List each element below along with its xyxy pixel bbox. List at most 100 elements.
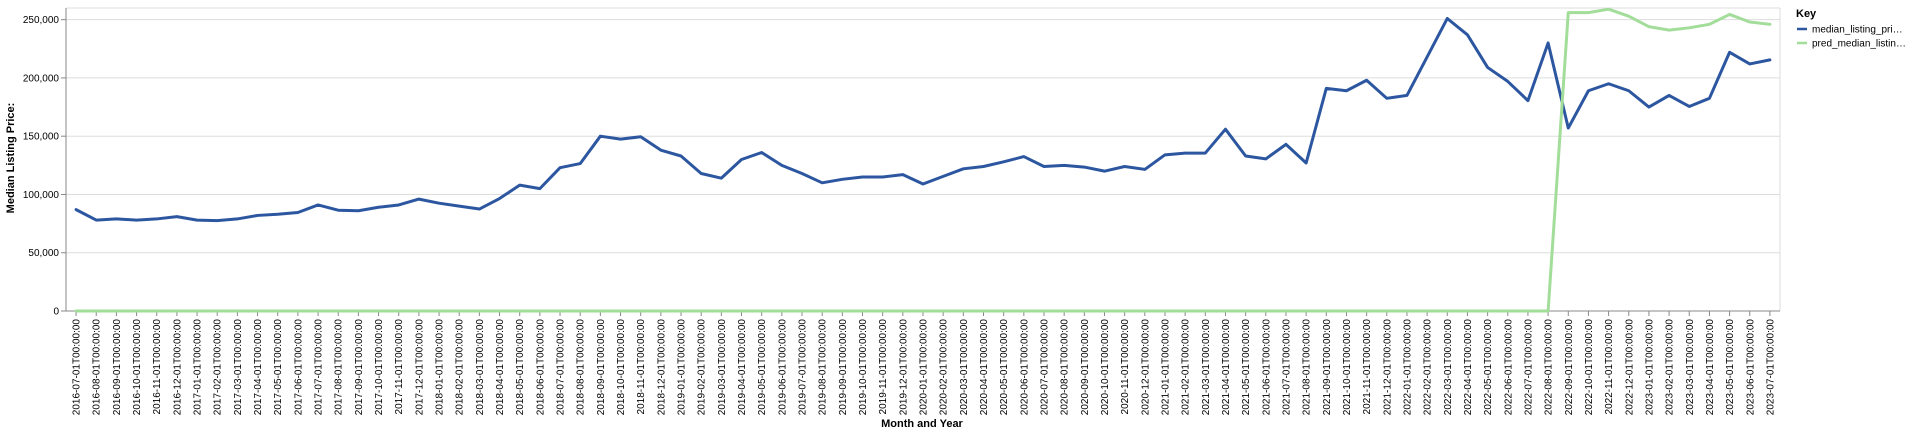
x-tick-label: 2017-11-01T00:00:00 [394,319,405,415]
y-tick-label: 200,000 [23,73,60,84]
x-tick-label: 2018-05-01T00:00:00 [515,319,526,416]
x-tick-label: 2019-05-01T00:00:00 [757,319,768,416]
x-tick-label: 2020-03-01T00:00:00 [959,319,970,416]
x-tick-label: 2019-08-01T00:00:00 [818,319,829,416]
x-tick-label: 2017-02-01T00:00:00 [213,319,224,416]
x-tick-label: 2020-02-01T00:00:00 [939,319,950,416]
x-tick-label: 2018-12-01T00:00:00 [656,319,667,416]
x-tick-label: 2016-08-01T00:00:00 [92,319,103,416]
x-tick-label: 2021-02-01T00:00:00 [1181,319,1192,416]
x-tick-label: 2020-07-01T00:00:00 [1039,319,1050,416]
x-tick-label: 2018-07-01T00:00:00 [556,319,567,416]
y-tick-label: 50,000 [28,248,59,259]
series-line-2 [74,7,1772,313]
x-tick-label: 2020-12-01T00:00:00 [1140,319,1151,416]
y-tick-label: 100,000 [23,190,60,201]
x-tick-label: 2017-03-01T00:00:00 [233,319,244,416]
x-tick-label: 2018-03-01T00:00:00 [475,319,486,416]
x-tick-label: 2017-07-01T00:00:00 [314,319,325,416]
y-tick-label: 0 [53,307,59,318]
x-tick-label: 2017-01-01T00:00:00 [193,319,204,416]
x-tick-label: 2022-04-01T00:00:00 [1463,319,1474,416]
x-tick-label: 2021-08-01T00:00:00 [1302,319,1313,416]
x-tick-label: 2022-07-01T00:00:00 [1523,319,1534,416]
x-tick-label: 2022-01-01T00:00:00 [1402,319,1413,416]
x-tick-label: 2019-07-01T00:00:00 [798,319,809,416]
x-tick-label: 2019-12-01T00:00:00 [898,319,909,416]
y-tick-label: 250,000 [23,15,60,26]
x-tick-label: 2020-10-01T00:00:00 [1100,319,1111,416]
series-line-1 [74,16,1772,223]
x-tick-label: 2022-08-01T00:00:00 [1544,319,1555,416]
x-tick-label: 2021-12-01T00:00:00 [1382,319,1393,416]
x-tick-label: 2017-08-01T00:00:00 [334,319,345,416]
x-tick-label: 2018-10-01T00:00:00 [616,319,627,416]
gridlines [66,7,1781,312]
legend-label: median_listing_pri… [1812,25,1903,36]
x-tick-label: 2017-09-01T00:00:00 [354,319,365,416]
x-tick-label: 2018-08-01T00:00:00 [576,319,587,416]
x-tick-label: 2019-10-01T00:00:00 [858,319,869,416]
x-axis-title: Month and Year [881,418,963,430]
x-tick-label: 2019-11-01T00:00:00 [878,319,889,415]
x-tick-label: 2019-06-01T00:00:00 [777,319,788,416]
legend-title: Key [1796,8,1817,20]
x-tick-label: 2022-03-01T00:00:00 [1443,319,1454,416]
x-tick-label: 2020-04-01T00:00:00 [979,319,990,416]
x-tick-label: 2023-06-01T00:00:00 [1745,319,1756,416]
x-tick-label: 2021-10-01T00:00:00 [1342,319,1353,416]
x-tick-label: 2022-09-01T00:00:00 [1564,319,1575,416]
x-tick-label: 2019-04-01T00:00:00 [737,319,748,416]
axes: 0 50,000 100,000 150,000 200,000 250,000 2016-… [23,8,1780,415]
x-tick-label: 2021-05-01T00:00:00 [1241,319,1252,416]
x-tick-label: 2021-04-01T00:00:00 [1221,319,1232,416]
x-tick-label: 2020-05-01T00:00:00 [999,319,1010,416]
x-tick-label: 2016-11-01T00:00:00 [152,319,163,415]
x-tick-label: 2016-09-01T00:00:00 [112,319,123,416]
x-tick-label: 2021-03-01T00:00:00 [1201,319,1212,416]
x-tick-label: 2019-03-01T00:00:00 [717,319,728,416]
x-tick-label: 2020-01-01T00:00:00 [919,319,930,416]
x-tick-label: 2023-04-01T00:00:00 [1705,319,1716,416]
x-tick-label: 2016-10-01T00:00:00 [132,319,143,416]
x-tick-label: 2021-06-01T00:00:00 [1261,319,1272,416]
x-tick-label: 2021-11-01T00:00:00 [1362,319,1373,415]
x-tick-label: 2023-07-01T00:00:00 [1765,319,1776,416]
x-tick-label: 2017-04-01T00:00:00 [253,319,264,416]
x-tick-label: 2018-04-01T00:00:00 [495,319,506,416]
legend-label: pred_median_listin… [1812,39,1906,50]
x-tick-label: 2019-01-01T00:00:00 [677,319,688,416]
x-tick-label: 2016-12-01T00:00:00 [172,319,183,416]
x-tick-label: 2020-09-01T00:00:00 [1080,319,1091,416]
x-tick-label: 2023-02-01T00:00:00 [1665,319,1676,416]
y-axis-title: Median Listing Price: [5,103,17,214]
legend-item-1: median_listing_pri… [1797,25,1903,36]
x-tick-label: 2021-09-01T00:00:00 [1322,319,1333,416]
x-tick-label: 2016-07-01T00:00:00 [72,319,83,416]
x-tick-label: 2023-05-01T00:00:00 [1725,319,1736,416]
x-tick-label: 2020-08-01T00:00:00 [1060,319,1071,416]
x-tick-label: 2018-02-01T00:00:00 [455,319,466,416]
x-tick-label: 2018-09-01T00:00:00 [596,319,607,416]
x-tick-label: 2022-05-01T00:00:00 [1483,319,1494,416]
x-tick-label: 2023-03-01T00:00:00 [1685,319,1696,416]
x-tick-label: 2020-11-01T00:00:00 [1120,319,1131,415]
x-tick-label: 2022-02-01T00:00:00 [1423,319,1434,416]
x-tick-label: 2019-09-01T00:00:00 [838,319,849,416]
x-tick-label: 2022-12-01T00:00:00 [1624,319,1635,416]
legend-items: median_listing_pri… pred_median_listin… [1797,25,1906,50]
x-tick-label: 2021-01-01T00:00:00 [1160,319,1171,416]
x-tick-label: 2019-02-01T00:00:00 [697,319,708,416]
x-tick-label: 2023-01-01T00:00:00 [1644,319,1655,416]
legend: Key median_listing_pri… pred_median_listi… [1796,8,1906,50]
x-tick-label: 2021-07-01T00:00:00 [1281,319,1292,416]
x-tick-label: 2017-10-01T00:00:00 [374,319,385,416]
x-tick-label: 2017-12-01T00:00:00 [414,319,425,416]
x-tick-label: 2022-06-01T00:00:00 [1503,319,1514,416]
y-tick-label: 150,000 [23,132,60,143]
series-lines [74,7,1772,313]
x-tick-label: 2018-01-01T00:00:00 [435,319,446,416]
x-tick-label: 2018-06-01T00:00:00 [535,319,546,416]
